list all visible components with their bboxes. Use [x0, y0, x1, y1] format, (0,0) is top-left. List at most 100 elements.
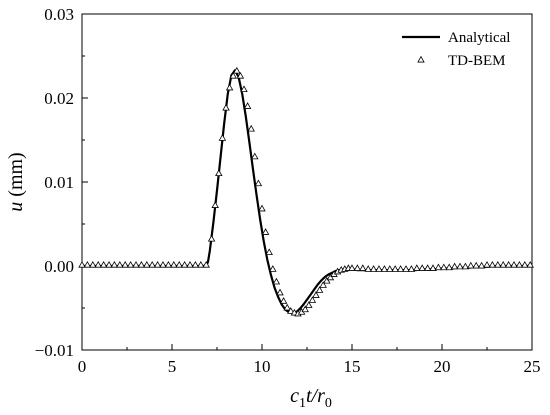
x-tick-label: 0	[78, 357, 87, 376]
series-point-td-bem	[445, 263, 453, 271]
series-point-td-bem	[215, 169, 223, 177]
series-point-td-bem	[269, 265, 277, 272]
legend-label-analytical: Analytical	[448, 30, 510, 46]
plot-series	[78, 66, 534, 317]
series-point-td-bem	[515, 260, 524, 268]
x-axis-label-part: c	[290, 385, 299, 407]
legend-marker-td-bem	[417, 55, 425, 63]
series-point-td-bem	[305, 301, 313, 308]
series-point-td-bem	[251, 152, 259, 160]
legend-label-td-bem: TD-BEM	[448, 53, 506, 69]
series-point-td-bem	[283, 303, 291, 311]
series-point-td-bem	[413, 264, 421, 271]
series-point-td-bem	[477, 261, 486, 269]
series-point-td-bem	[391, 265, 399, 272]
series-point-td-bem	[170, 260, 178, 268]
series-point-td-bem	[319, 281, 327, 288]
series-point-td-bem	[225, 83, 234, 91]
series-point-td-bem	[89, 260, 97, 268]
x-axis-label-part: /	[311, 385, 320, 407]
y-tick-label: 0.00	[44, 257, 74, 276]
series-point-td-bem	[348, 264, 356, 271]
x-axis-label-part: 0	[325, 396, 332, 411]
series-point-td-bem	[440, 263, 448, 271]
series-point-td-bem	[121, 260, 129, 268]
series-point-td-bem	[467, 261, 475, 269]
series-point-td-bem	[434, 263, 443, 271]
x-tick-label: 20	[434, 357, 451, 376]
series-point-td-bem	[472, 261, 480, 269]
y-tick-label: 0.02	[44, 89, 74, 108]
series-point-td-bem	[461, 262, 470, 270]
series-point-td-bem	[265, 248, 273, 256]
series-point-td-bem	[308, 296, 317, 303]
series-point-td-bem	[402, 265, 410, 272]
series-point-td-bem	[301, 305, 309, 313]
series-point-td-bem	[386, 265, 394, 272]
x-axis-label: c1t/r0	[290, 385, 332, 411]
series-point-td-bem	[504, 260, 513, 268]
series-point-td-bem	[272, 277, 281, 285]
series-point-td-bem	[375, 265, 383, 272]
x-tick-label: 10	[254, 357, 271, 376]
series-point-td-bem	[380, 265, 389, 272]
y-tick-label: −0.01	[35, 341, 74, 360]
series-point-td-bem	[323, 276, 331, 284]
x-tick-label: 5	[168, 357, 177, 376]
y-tick-label: 0.03	[44, 5, 74, 24]
series-point-td-bem	[148, 260, 156, 268]
series-point-td-bem	[276, 288, 284, 296]
series-point-td-bem	[99, 260, 108, 268]
y-axis-label-unit: (mm)	[5, 152, 27, 201]
series-point-td-bem	[222, 103, 230, 111]
series-point-td-bem	[94, 260, 102, 268]
series-point-td-bem	[229, 71, 237, 79]
series-point-td-bem	[186, 260, 194, 268]
series-point-td-bem	[510, 260, 518, 268]
series-point-td-bem	[429, 264, 437, 271]
series-point-td-bem	[369, 265, 378, 272]
series-point-td-bem	[287, 307, 295, 314]
series-point-td-bem	[175, 260, 183, 268]
series-point-td-bem	[202, 260, 210, 268]
series-point-td-bem	[243, 102, 252, 109]
series-point-td-bem	[83, 260, 92, 268]
series-point-td-bem	[218, 134, 227, 141]
series-point-td-bem	[407, 265, 416, 272]
series-point-td-bem	[315, 286, 324, 293]
y-axis-label: u (mm)	[5, 152, 27, 211]
x-axis-label-part: 1	[299, 396, 306, 411]
series-point-td-bem	[180, 260, 189, 268]
series-point-td-bem	[247, 124, 255, 132]
series-point-td-bem	[353, 264, 362, 271]
series-point-td-bem	[456, 262, 464, 270]
series-point-td-bem	[396, 265, 405, 272]
x-axis-label-part: t	[306, 385, 312, 407]
x-tick-label: 25	[524, 357, 541, 376]
series-point-td-bem	[240, 85, 248, 93]
series-point-td-bem	[494, 260, 502, 268]
series-point-td-bem	[279, 297, 288, 304]
series-point-td-bem	[110, 260, 119, 268]
series-point-td-bem	[211, 201, 219, 208]
series-point-td-bem	[326, 273, 335, 281]
series-line-analytical	[82, 69, 532, 315]
series-point-td-bem	[488, 260, 497, 268]
series-point-td-bem	[423, 264, 432, 271]
series-point-td-bem	[153, 260, 162, 268]
axes: 0 5 10 15 20 25 −0.01 0.00 0.01 0.02 0.03	[35, 5, 541, 376]
axis-labels: c1t/r0 u (mm)	[5, 152, 332, 411]
series-point-td-bem	[137, 260, 146, 268]
series-point-td-bem	[236, 71, 245, 79]
series-point-td-bem	[499, 260, 507, 268]
y-axis-label-var: u	[5, 202, 27, 212]
series-point-td-bem	[132, 260, 140, 268]
series-point-td-bem	[526, 260, 534, 268]
series-point-td-bem	[143, 260, 151, 268]
series-point-td-bem	[258, 204, 266, 212]
series-point-td-bem	[483, 260, 491, 268]
series-point-td-bem	[418, 264, 426, 271]
legend: Analytical TD-BEM	[402, 30, 510, 69]
series-point-td-bem	[364, 265, 372, 272]
